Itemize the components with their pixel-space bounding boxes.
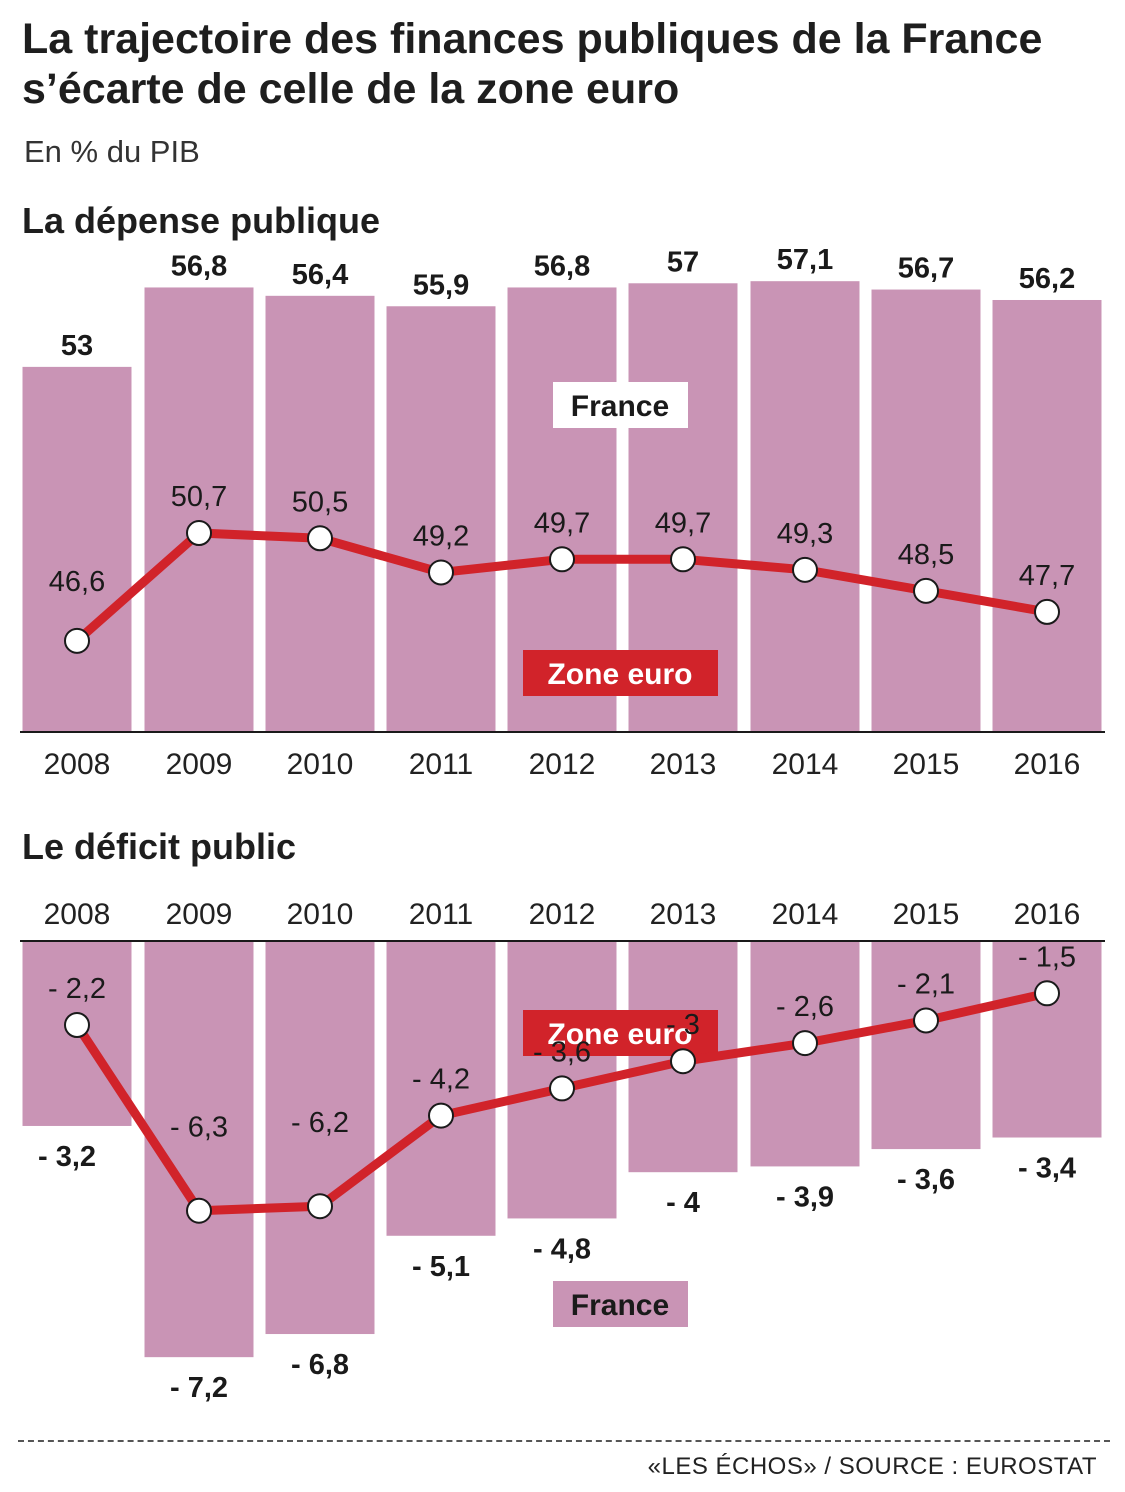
x-tick-label: 2008 (44, 748, 111, 781)
france-value-label: - 3,9 (776, 1181, 834, 1213)
zone-euro-value-label: - 6,2 (291, 1107, 349, 1139)
source-note: «LES ÉCHOS» / SOURCE : EUROSTAT (647, 1453, 1097, 1480)
zone-euro-point (913, 577, 939, 604)
x-tick-label: 2010 (287, 898, 354, 931)
x-tick-label: 2014 (772, 898, 839, 931)
france-value-label: - 6,8 (291, 1349, 349, 1381)
france-bar (386, 306, 496, 732)
zone-euro-value-label: 49,7 (534, 507, 590, 539)
zone-euro-value-label: - 3,6 (533, 1036, 591, 1068)
france-bar (871, 289, 981, 732)
x-tick-label: 2013 (650, 748, 717, 781)
spending-chart: 53 56,8 56,4 55,9 56,8 57 57,1 56,7 56,2 France Zo… (20, 244, 1105, 781)
zone-euro-point (428, 559, 454, 586)
x-tick-label: 2015 (893, 898, 960, 931)
legend-france-box (553, 382, 688, 428)
france-bar (144, 287, 254, 732)
chart-subtitle: En % du PIB (24, 134, 200, 169)
france-value-label: - 3,6 (897, 1164, 955, 1196)
x-tick-label: 2014 (772, 748, 839, 781)
chart-title: La trajectoire des finances publiques de… (22, 15, 1043, 113)
legend-france-label: France (571, 390, 669, 423)
france-value-label: - 3,2 (38, 1141, 96, 1173)
legend-zone-euro-label: Zone euro (547, 1018, 692, 1051)
zone-euro-value-label: 49,2 (413, 520, 469, 552)
zone-euro-point (64, 627, 90, 654)
zone-euro-value-label: 50,5 (292, 486, 348, 518)
france-bar (22, 366, 132, 732)
france-value-label: 56,8 (171, 250, 227, 282)
zone-euro-value-label: 46,6 (49, 566, 105, 598)
france-value-label: 57 (667, 246, 699, 278)
zone-euro-value-label: - 1,5 (1018, 941, 1076, 973)
zone-euro-value-label: - 4,2 (412, 1064, 470, 1096)
x-tick-label: 2016 (1014, 748, 1081, 781)
zone-euro-point (64, 1012, 90, 1038)
zone-euro-value-label: 48,5 (898, 539, 954, 571)
france-value-label: 57,1 (777, 244, 833, 276)
zone-euro-value-label: 50,7 (171, 481, 227, 513)
zone-euro-point (670, 546, 696, 573)
zone-euro-point (670, 1048, 696, 1075)
france-value-label: - 5,1 (412, 1251, 470, 1283)
france-value-label: 56,7 (898, 253, 954, 285)
france-bar (386, 941, 496, 1236)
zone-euro-value-label: - 3 (666, 1009, 700, 1041)
x-tick-label: 2010 (287, 748, 354, 781)
zone-euro-point (186, 520, 212, 546)
legend-france-label: France (571, 1289, 669, 1322)
x-tick-label: 2011 (409, 748, 474, 781)
x-tick-label: 2013 (650, 898, 717, 931)
france-bar (750, 281, 860, 732)
zone-euro-value-label: - 2,1 (897, 968, 955, 1000)
zone-euro-value-label: 49,7 (655, 507, 711, 539)
x-tick-label: 2009 (166, 898, 233, 931)
france-value-label: 55,9 (413, 269, 469, 301)
france-bar (992, 941, 1102, 1138)
legend-zone-euro-box (523, 650, 718, 696)
legend-zone-euro-box (523, 1010, 718, 1056)
zone-euro-point (1034, 598, 1060, 625)
legend-zone-euro-label: Zone euro (547, 658, 692, 691)
x-tick-label: 2011 (409, 898, 474, 931)
zone-euro-point (186, 1197, 212, 1224)
zone-euro-point (549, 1075, 575, 1102)
legend-france-box (553, 1281, 688, 1327)
x-tick-label: 2012 (529, 748, 596, 781)
x-tick-label: 2015 (893, 748, 960, 781)
france-value-label: - 3,4 (1018, 1153, 1076, 1185)
zone-euro-value-label: - 2,6 (776, 991, 834, 1023)
zone-euro-value-label: 49,3 (777, 518, 833, 550)
france-bar (265, 295, 375, 732)
spending-section-title: La dépense publique (22, 200, 381, 241)
x-tick-label: 2012 (529, 898, 596, 931)
zone-euro-point (792, 1030, 818, 1057)
zone-euro-point (792, 556, 818, 583)
zone-euro-point (913, 1007, 939, 1034)
zone-euro-point (549, 546, 575, 573)
x-tick-label: 2009 (166, 748, 233, 781)
zone-euro-value-label: 47,7 (1019, 560, 1075, 592)
france-bar (992, 299, 1102, 732)
france-bar (871, 941, 981, 1150)
x-tick-label: 2016 (1014, 898, 1081, 931)
zone-euro-point (1034, 980, 1060, 1007)
footer-divider (18, 1440, 1110, 1442)
france-bar (265, 941, 375, 1335)
zone-euro-point (428, 1102, 454, 1129)
france-value-label: - 4 (666, 1187, 700, 1219)
deficit-chart: 2008 2009 2010 2011 2012 2013 2014 2015 2016 - 3,… (20, 898, 1105, 1404)
zone-euro-value-label: - 2,2 (48, 973, 106, 1005)
france-value-label: 56,8 (534, 250, 590, 282)
france-value-label: - 7,2 (170, 1372, 228, 1404)
france-value-label: 53 (61, 330, 93, 362)
france-value-label: 56,4 (292, 259, 348, 291)
france-value-label: - 4,8 (533, 1233, 591, 1265)
x-tick-label: 2008 (44, 898, 111, 931)
zone-euro-value-label: - 6,3 (170, 1112, 228, 1144)
zone-euro-point (307, 525, 333, 552)
france-value-label: 56,2 (1019, 263, 1075, 295)
zone-euro-point (307, 1193, 333, 1220)
deficit-section-title: Le déficit public (22, 826, 297, 867)
